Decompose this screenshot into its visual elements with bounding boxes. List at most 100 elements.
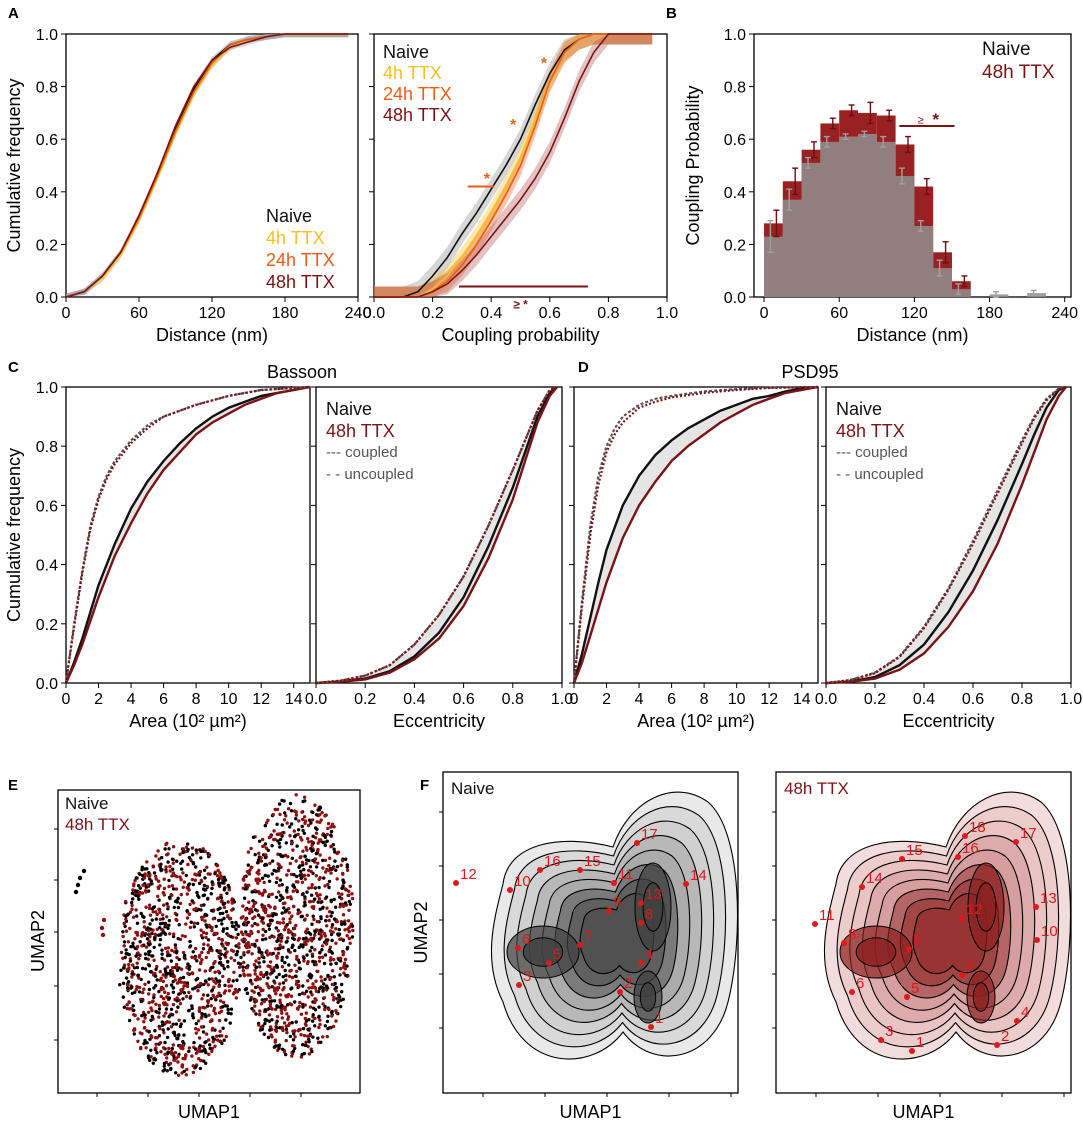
e-point <box>324 984 329 988</box>
e-point <box>167 1020 172 1024</box>
e-point <box>223 901 227 905</box>
e-point <box>154 877 158 881</box>
e-point <box>124 976 129 980</box>
e-point <box>234 923 239 927</box>
f2-xlabel: UMAP1 <box>892 1102 954 1122</box>
e-point <box>235 949 240 954</box>
e-point <box>190 846 195 850</box>
e-point <box>310 885 314 890</box>
e-point <box>136 884 141 888</box>
e-point <box>182 1069 186 1074</box>
e-point <box>161 979 165 984</box>
e-point <box>256 858 261 862</box>
e-point <box>210 880 214 884</box>
b-bar-naive <box>876 141 896 297</box>
e-point <box>158 1041 163 1045</box>
e-point <box>282 906 286 910</box>
e-point <box>143 933 147 937</box>
e-point <box>230 920 234 925</box>
a1-ytick-label: 0.8 <box>36 80 58 97</box>
e-point <box>178 1044 182 1049</box>
e-point <box>210 1049 214 1054</box>
e-point <box>224 1018 228 1022</box>
e-point <box>221 1026 225 1030</box>
e-point <box>301 943 305 947</box>
e-point <box>197 881 202 886</box>
e-point <box>223 886 227 890</box>
e-point <box>181 950 186 955</box>
e-point <box>226 1011 230 1015</box>
e-point <box>284 1024 289 1028</box>
e-point <box>310 952 315 956</box>
e-point <box>121 981 126 985</box>
e-point <box>219 1009 224 1013</box>
e-point <box>204 1040 208 1044</box>
e-point <box>144 956 148 961</box>
e-point <box>152 905 157 909</box>
e-point <box>208 872 212 876</box>
e-point <box>295 954 299 959</box>
e-point <box>272 1045 277 1049</box>
e-point <box>287 963 291 967</box>
e-point <box>139 1045 143 1050</box>
e-point <box>138 1031 142 1035</box>
e-point <box>310 1049 314 1054</box>
e-point <box>226 965 230 969</box>
f1-cluster-dot <box>453 880 459 886</box>
e-point <box>316 1036 320 1040</box>
e-point <box>284 841 288 845</box>
e-point <box>335 864 340 869</box>
e-point <box>332 917 337 921</box>
e-point <box>286 895 290 900</box>
e-point <box>152 1057 156 1061</box>
e-point <box>171 871 175 875</box>
e-point <box>313 836 318 840</box>
e-point <box>318 1018 322 1022</box>
e-point <box>147 1001 151 1005</box>
e-point <box>153 971 157 976</box>
e-point <box>224 1034 228 1039</box>
e-point <box>171 966 175 970</box>
e-point <box>155 1051 159 1055</box>
e-point <box>323 870 328 874</box>
e-point <box>177 977 182 982</box>
b-ytick-label: 0.4 <box>724 185 746 202</box>
e-point <box>152 993 156 997</box>
f2-cluster-dot <box>878 1037 884 1043</box>
e-point <box>210 926 214 930</box>
e-point <box>172 1058 176 1062</box>
e-point <box>227 989 232 993</box>
e-point <box>191 860 195 865</box>
e-point <box>274 869 278 873</box>
e-point <box>157 1011 161 1015</box>
e-point <box>332 995 336 1000</box>
e-point <box>292 926 297 931</box>
e-point <box>197 1057 201 1061</box>
e-point <box>142 1041 146 1046</box>
e-point <box>211 1040 215 1044</box>
a1-ylabel: Cumulative frequency <box>4 78 24 252</box>
a2-xtick-label: 0.6 <box>539 305 561 322</box>
e-point <box>254 985 258 990</box>
e-point <box>314 979 318 983</box>
e-point <box>177 1018 181 1022</box>
e-point <box>203 979 208 983</box>
e-point <box>200 917 204 922</box>
b-bar-naive <box>764 236 783 297</box>
e-point <box>170 1051 175 1056</box>
e-point <box>135 921 140 925</box>
d1-xtick-label: 4 <box>635 691 644 708</box>
e-point <box>122 940 127 944</box>
e-point <box>158 970 162 974</box>
e-point <box>220 1034 224 1038</box>
e-point <box>266 976 270 980</box>
e-point <box>279 1008 283 1012</box>
e-point <box>231 949 236 953</box>
e-point <box>127 1000 131 1004</box>
e-point <box>162 1002 167 1007</box>
e-point <box>299 1033 303 1037</box>
e-point <box>168 864 172 869</box>
e-point <box>351 928 355 933</box>
e-point <box>307 840 311 844</box>
